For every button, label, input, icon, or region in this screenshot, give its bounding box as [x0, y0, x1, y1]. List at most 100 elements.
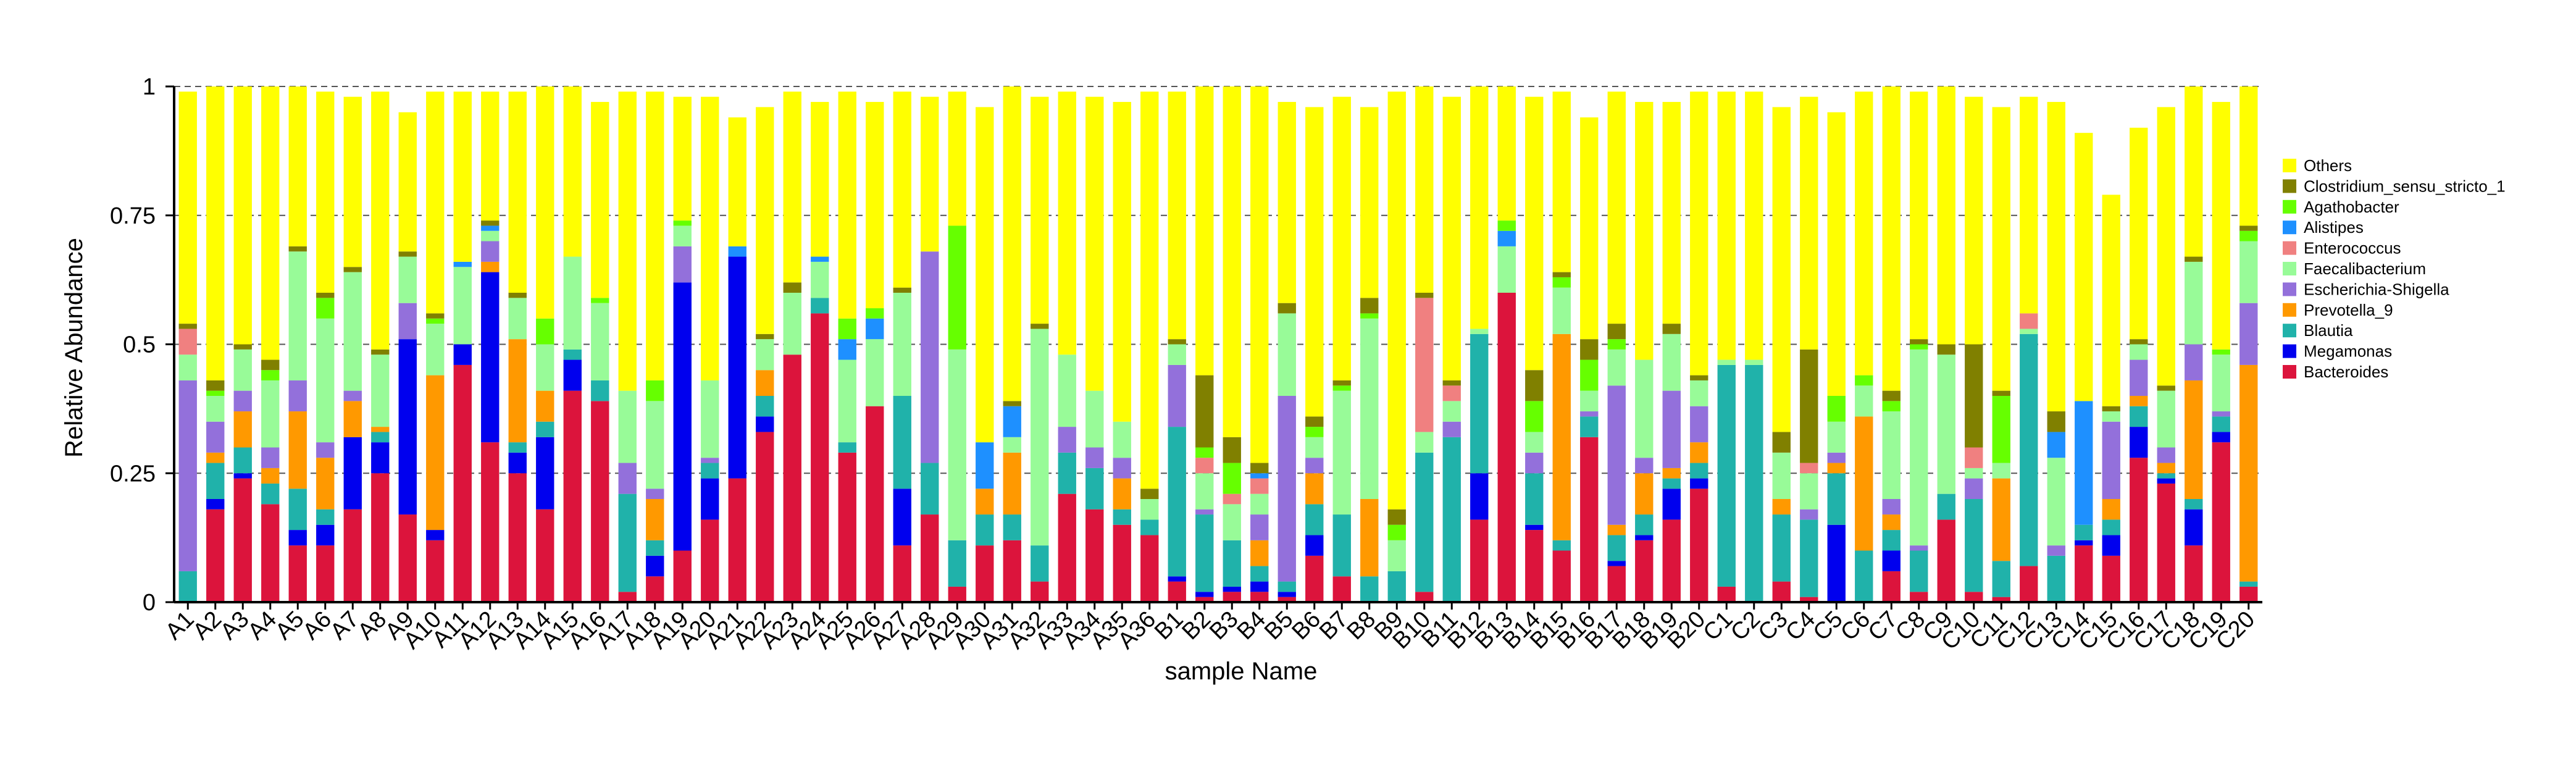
bar-segment-Blautia	[2020, 334, 2038, 566]
bar-segment-Others	[1332, 96, 1351, 380]
bar-segment-Bacteroides	[1415, 592, 1434, 602]
bar-stack-C10	[1965, 96, 1983, 602]
bar-segment-Bacteroides	[728, 478, 746, 602]
bar-segment-Others	[453, 91, 472, 262]
bar-stack-B18	[1635, 102, 1654, 602]
bar-segment-Blautia	[1827, 473, 1846, 525]
legend-swatch	[2283, 365, 2296, 379]
legend-swatch	[2283, 303, 2296, 317]
bar-segment-Blautia	[948, 540, 966, 587]
bar-segment-Others	[976, 107, 994, 443]
bar-segment-Bacteroides	[866, 406, 884, 602]
bar-segment-Bacteroides	[1195, 597, 1214, 602]
bar-segment-Alistipes	[1003, 406, 1021, 437]
legend-swatch	[2283, 344, 2296, 358]
bar-segment-Alistipes	[1497, 230, 1516, 246]
bar-segment-Megamonas	[453, 344, 472, 365]
bar-stack-B19	[1662, 102, 1681, 602]
bar-segment-Faecalibacterium	[701, 380, 719, 458]
bar-segment-Blautia	[233, 447, 252, 474]
bar-segment-Faecalibacterium	[1525, 432, 1544, 453]
bar-segment-Blautia	[1415, 452, 1434, 592]
bar-segment-Faecalibacterium	[646, 401, 664, 489]
bar-segment-Others	[1552, 91, 1571, 272]
bar-segment-Megamonas	[206, 499, 225, 510]
bar-stack-B1	[1168, 91, 1186, 602]
bar-segment-Faecalibacterium	[1305, 437, 1324, 458]
bar-segment-Agathobacter	[1827, 396, 1846, 422]
bar-segment-Blautia	[178, 571, 197, 602]
bar-segment-Escherichia-Shigella	[1195, 509, 1214, 515]
bar-segment-Clostridium_sensu_stricto_1	[893, 287, 911, 293]
bar-stack-A11	[453, 91, 472, 602]
bar-segment-Others	[1223, 86, 1241, 437]
bar-segment-Others	[1442, 96, 1461, 380]
bar-segment-Faecalibacterium	[1937, 355, 1955, 494]
bar-segment-Megamonas	[2102, 535, 2120, 556]
legend-swatch	[2283, 262, 2296, 275]
bar-segment-Blautia	[2047, 555, 2065, 602]
bar-segment-Agathobacter	[838, 318, 856, 340]
y-tick-label: 0.25	[110, 461, 156, 487]
y-tick-label: 0.75	[110, 203, 156, 229]
bar-segment-Clostridium_sensu_stricto_1	[316, 293, 335, 298]
bars	[178, 86, 2258, 602]
legend-item: Clostridium_sensu_stricto_1	[2283, 177, 2506, 195]
bar-stack-C11	[1992, 107, 2010, 602]
bar-segment-Clostridium_sensu_stricto_1	[1031, 324, 1049, 329]
bar-segment-Escherichia-Shigella	[481, 241, 500, 262]
bar-segment-Others	[1827, 112, 1846, 396]
bar-segment-Others	[1195, 86, 1214, 376]
bar-segment-Others	[426, 91, 445, 314]
legend-swatch	[2283, 179, 2296, 193]
y-axis-title: Relative Abundance	[61, 238, 88, 458]
bar-segment-Clostridium_sensu_stricto_1	[2185, 256, 2203, 262]
bar-segment-Agathobacter	[206, 390, 225, 396]
bar-segment-Escherichia-Shigella	[233, 390, 252, 412]
bar-segment-Bacteroides	[1031, 581, 1049, 602]
bar-segment-Escherichia-Shigella	[206, 421, 225, 453]
bar-segment-Clostridium_sensu_stricto_1	[1552, 272, 1571, 277]
bar-segment-Prevotella_9	[1360, 499, 1379, 577]
bar-stack-A27	[893, 91, 911, 602]
y-tick-label: 0.5	[123, 332, 156, 358]
bar-stack-A16	[591, 102, 609, 602]
bar-segment-Agathobacter	[591, 298, 609, 303]
bar-segment-Others	[921, 96, 939, 252]
bar-segment-Clostridium_sensu_stricto_1	[1332, 380, 1351, 386]
bar-segment-Blautia	[976, 514, 994, 546]
bar-segment-Blautia	[1031, 545, 1049, 582]
bar-segment-Faecalibacterium	[1992, 463, 2010, 479]
bar-segment-Faecalibacterium	[261, 380, 280, 448]
bar-segment-Bacteroides	[1882, 571, 1901, 602]
bar-segment-Megamonas	[1168, 576, 1186, 582]
bar-segment-Agathobacter	[2239, 230, 2258, 241]
bar-segment-Others	[1387, 91, 1406, 510]
bar-stack-A28	[921, 96, 939, 602]
legend-item: Escherichia-Shigella	[2283, 280, 2449, 298]
bar-segment-Others	[206, 86, 225, 380]
bar-segment-Megamonas	[1305, 535, 1324, 556]
bar-segment-Megamonas	[646, 555, 664, 577]
bar-stack-C18	[2185, 86, 2203, 602]
bar-segment-Prevotella_9	[1690, 442, 1708, 463]
bar-segment-Enterococcus	[1800, 463, 1818, 474]
bar-segment-Escherichia-Shigella	[1827, 452, 1846, 463]
bar-segment-Others	[1662, 102, 1681, 324]
bar-segment-Bacteroides	[811, 313, 829, 602]
bar-segment-Others	[1772, 107, 1791, 432]
bar-segment-Escherichia-Shigella	[316, 442, 335, 458]
bar-stack-A26	[866, 102, 884, 602]
bar-segment-Bacteroides	[1140, 535, 1159, 602]
bar-segment-Bacteroides	[2212, 442, 2230, 602]
bar-stack-A5	[288, 86, 307, 602]
bar-segment-Clostridium_sensu_stricto_1	[1937, 344, 1955, 355]
bar-stack-C20	[2239, 86, 2258, 602]
bar-stack-A25	[838, 91, 856, 602]
bar-segment-Agathobacter	[646, 380, 664, 401]
bar-segment-Bacteroides	[1772, 581, 1791, 602]
bar-segment-Others	[1305, 107, 1324, 417]
bar-segment-Bacteroides	[2075, 545, 2093, 602]
bar-segment-Megamonas	[1195, 592, 1214, 597]
bar-segment-Escherichia-Shigella	[1580, 411, 1599, 417]
